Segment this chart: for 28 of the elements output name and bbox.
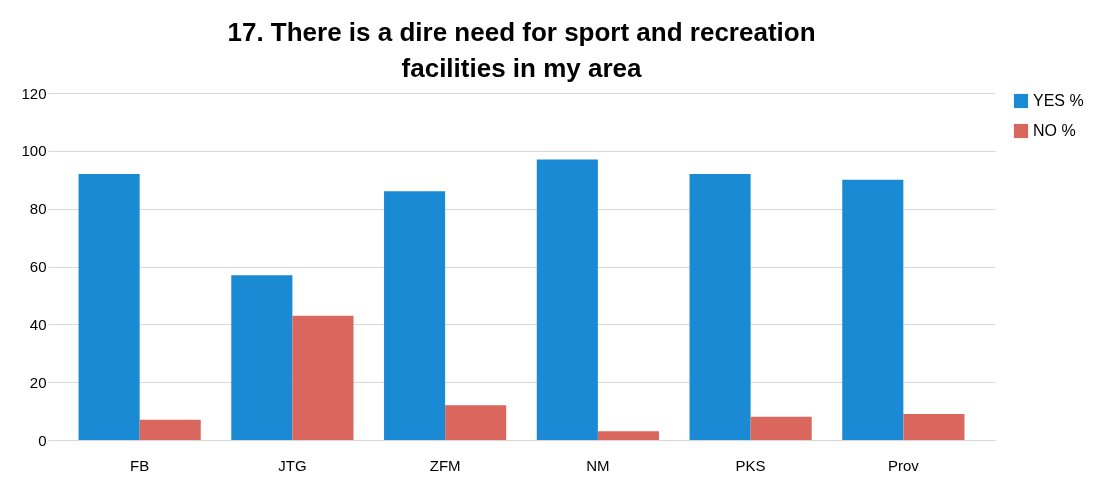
bar — [597, 431, 659, 440]
y-tick-label: 80 — [29, 200, 47, 218]
x-tick-label: ZFM — [429, 456, 461, 474]
bar — [231, 275, 293, 440]
y-tick-label: 40 — [29, 315, 47, 333]
bar — [445, 405, 507, 440]
x-tick-label: JTG — [278, 456, 307, 474]
bar — [384, 191, 446, 440]
y-tick-label: 100 — [21, 142, 47, 160]
bar — [78, 173, 140, 440]
bar — [536, 159, 598, 440]
bar — [750, 416, 812, 440]
bar — [292, 315, 354, 440]
legend-label: YES % — [1033, 92, 1084, 109]
chart-title: 17. There is a dire need for sport and recreation facilities in my area — [227, 17, 816, 83]
bar — [689, 173, 751, 440]
bar — [139, 419, 201, 440]
y-tick-label: 0 — [38, 431, 47, 449]
legend-label: NO % — [1033, 122, 1076, 139]
y-tick-label: 20 — [29, 373, 47, 391]
y-tick-label: 120 — [21, 84, 47, 102]
bar — [842, 179, 904, 440]
x-tick-label: NM — [586, 456, 610, 474]
y-tick-label: 60 — [29, 258, 47, 275]
x-tick-label: FB — [130, 456, 150, 474]
x-tick-label: Prov — [887, 456, 920, 474]
bar — [903, 413, 965, 440]
x-tick-label: PKS — [735, 456, 766, 474]
